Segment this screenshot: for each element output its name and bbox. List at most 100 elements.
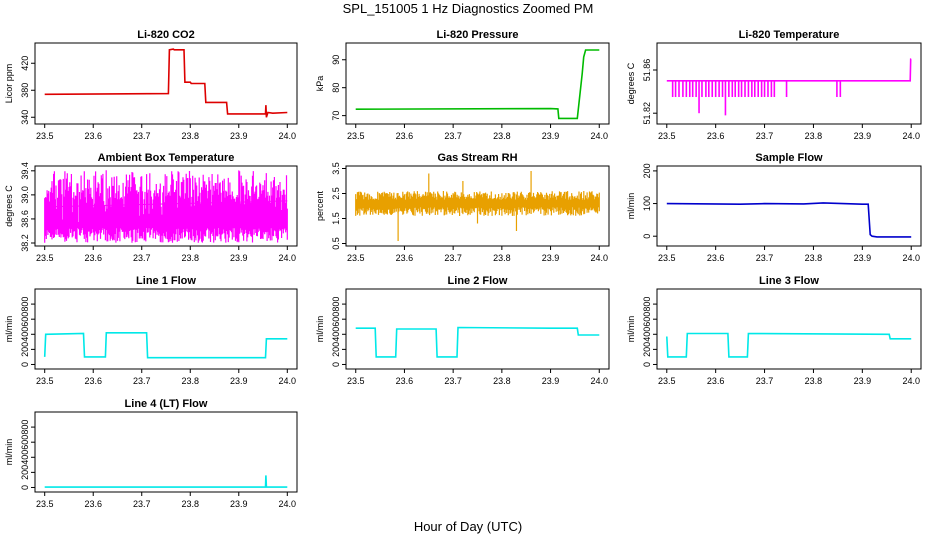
panel-licor-temp: Li-820 Temperature degrees C 23.5 23.6 23.7 2… [626,29,922,141]
y-tick-label: 51.82 [642,102,652,125]
plot-frame [656,288,922,370]
x-tick-label: 23.7 [133,131,151,141]
x-tick-label: 23.9 [230,376,248,386]
x-tick-label: 23.9 [230,499,248,509]
panel-title: Sample Flow [755,152,823,164]
y-tick-label: 400 [331,327,341,342]
y-axis-label: ml/min [4,316,14,343]
plot-area [44,475,288,488]
x-tick-label: 23.6 [707,376,725,386]
series-line-0 [355,326,600,358]
series-line-0 [355,49,600,120]
y-tick-label: 0 [20,362,30,367]
y-tick-label: 39.0 [20,186,30,204]
plot-area [355,171,600,241]
panel-title: Ambient Box Temperature [98,152,235,164]
series-line-0 [666,202,912,238]
series-line-0 [666,58,912,82]
y-axis-label: ml/min [626,316,636,343]
panel-title: Line 2 Flow [448,275,508,287]
x-tick-label: 23.6 [84,253,102,263]
y-axis-label: degrees C [626,62,636,104]
panel-title: Li-820 Pressure [437,29,519,41]
y-tick-label: 0 [642,362,652,367]
panels-container: Li-820 CO2 Licor ppm 23.5 23.6 23.7 23.8 23.9 2… [4,29,922,509]
x-tick-label: 23.8 [181,253,199,263]
y-axis-label: ml/min [315,316,325,343]
y-tick-label: 80 [331,83,341,93]
panel-co2: Li-820 CO2 Licor ppm 23.5 23.6 23.7 23.8 23.9 2… [4,29,298,141]
y-tick-label: 420 [20,56,30,71]
x-tick-label: 23.5 [347,253,365,263]
x-tick-label: 23.7 [756,253,774,263]
y-tick-label: 200 [20,465,30,480]
x-tick-label: 23.6 [396,131,414,141]
x-tick-label: 23.9 [854,131,872,141]
series-line-0 [43,332,288,359]
x-tick-label: 23.6 [707,131,725,141]
y-tick-label: 51.86 [642,59,652,82]
x-tick-label: 23.9 [542,376,560,386]
y-tick-label: 600 [331,312,341,327]
y-tick-label: 400 [642,327,652,342]
y-tick-label: 0 [331,362,341,367]
y-tick-label: 380 [20,83,30,98]
panel-line2-flow: Line 2 Flow ml/min 23.5 23.6 23.7 23.8 23.9 24.… [315,275,610,386]
x-tick-label: 23.9 [230,131,248,141]
x-tick-label: 23.8 [493,131,511,141]
x-tick-label: 23.9 [542,131,560,141]
x-tick-label: 23.8 [805,376,823,386]
plot-frame [345,288,610,370]
y-tick-label: 800 [642,297,652,312]
panel-pressure: Li-820 Pressure kPa 23.5 23.6 23.7 23.8 23.9 24… [315,29,610,141]
y-axis-label: Licor ppm [4,64,14,104]
x-tick-label: 23.9 [854,253,872,263]
x-tick-label: 24.0 [590,253,608,263]
y-tick-label: 600 [642,312,652,327]
panel-title: Gas Stream RH [437,152,517,164]
x-tick-label: 23.5 [36,499,54,509]
panel-box-temp: Ambient Box Temperature degrees C 23.5 23.6… [4,152,298,263]
series-line-0 [44,475,288,488]
y-tick-label: 1.5 [331,212,341,225]
y-axis-label: ml/min [626,193,636,220]
y-tick-label: 0.5 [331,237,341,250]
panel-title: Line 3 Flow [759,275,819,287]
y-tick-label: 800 [331,297,341,312]
x-tick-label: 23.8 [493,376,511,386]
y-tick-label: 200 [331,342,341,357]
y-tick-label: 340 [20,110,30,125]
plot-area [666,58,912,116]
series-line-0 [666,332,912,358]
x-tick-label: 23.9 [542,253,560,263]
x-tick-label: 23.7 [133,253,151,263]
y-tick-label: 600 [20,312,30,327]
y-tick-label: 200 [642,163,652,178]
x-tick-label: 23.6 [707,253,725,263]
x-tick-label: 23.7 [444,376,462,386]
x-tick-label: 23.7 [133,499,151,509]
x-tick-label: 24.0 [590,131,608,141]
x-tick-label: 23.7 [444,253,462,263]
plot-frame [345,165,610,247]
y-tick-label: 200 [642,342,652,357]
panel-title: Li-820 CO2 [137,29,194,41]
plot-frame [34,288,298,370]
plot-area [44,170,288,243]
y-axis-label: degrees C [4,185,14,227]
y-tick-label: 38.6 [20,210,30,228]
plot-area [355,326,600,358]
x-tick-label: 23.9 [854,376,872,386]
x-tick-label: 23.6 [396,253,414,263]
panel-rh: Gas Stream RH percent 23.5 23.6 23.7 23.8 23.9… [315,152,610,263]
x-tick-label: 23.5 [36,253,54,263]
panel-title: Line 1 Flow [136,275,196,287]
panel-sample-flow: Sample Flow ml/min 23.5 23.6 23.7 23.8 23.9 24.… [626,152,922,263]
series-line-0 [44,200,288,208]
y-tick-label: 200 [20,342,30,357]
y-tick-label: 38.2 [20,234,30,252]
plot-area [666,332,912,358]
x-tick-label: 23.5 [658,131,676,141]
x-tick-label: 23.6 [84,131,102,141]
